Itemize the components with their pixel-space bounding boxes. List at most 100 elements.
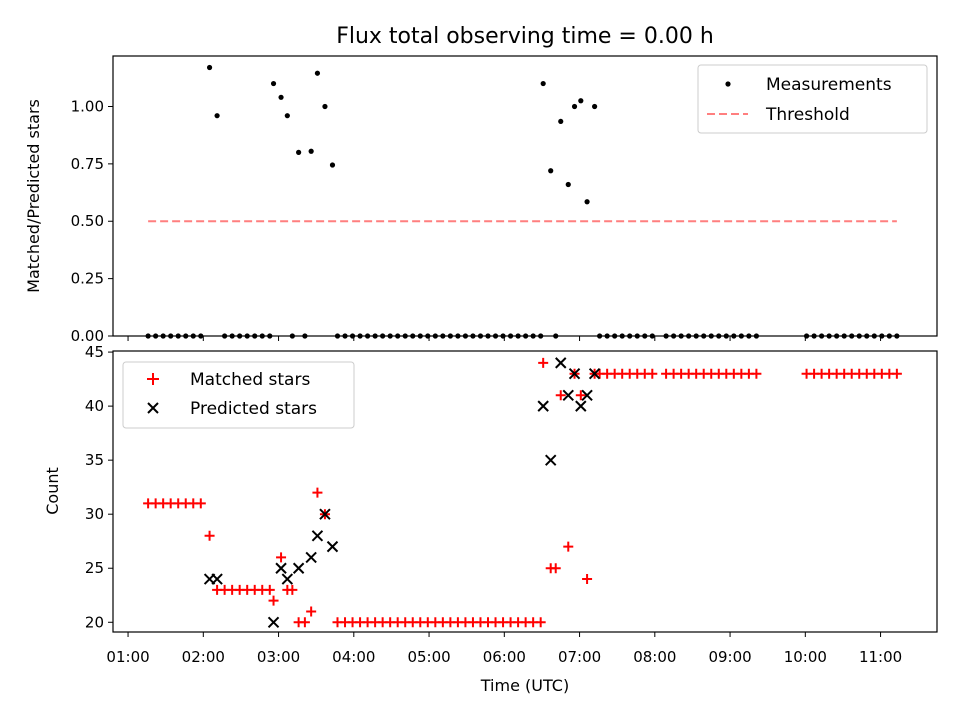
measurement-point: [571, 103, 578, 110]
measurement-point: [558, 118, 564, 125]
matched-star-point: [299, 617, 310, 628]
matched-star-point: [276, 552, 287, 563]
measurement-point: [322, 103, 328, 110]
predicted-star-point: [311, 530, 324, 542]
predicted-star-point: [537, 400, 549, 412]
count-y-tick-label: 35: [85, 451, 104, 469]
matched-star-point: [535, 617, 546, 628]
predicted-star-point: [575, 400, 587, 412]
count-x-tick-label: 02:00: [182, 648, 225, 666]
count-x-tick-label: 07:00: [558, 648, 601, 666]
count-x-tick-label: 04:00: [332, 648, 375, 666]
count-y-tick-label: 45: [85, 343, 104, 361]
legend-threshold-label: Threshold: [765, 105, 850, 125]
count-legend-frame: [122, 361, 355, 429]
legend-measurements-label: Measurements: [766, 75, 892, 95]
matched-star-point: [204, 530, 215, 541]
measurement-point: [329, 162, 336, 168]
count-plot-frame: [112, 350, 938, 633]
ratio-axes: 0.00 0.25 0.50 0.75 1.00: [71, 97, 882, 345]
measurement-point: [578, 98, 584, 104]
count-y-tick-label: 30: [85, 505, 104, 523]
predicted-star-point: [305, 551, 317, 564]
measurement-point: [206, 64, 213, 71]
count-x-tick-label: 09:00: [708, 648, 751, 666]
ratio-y-axis-label: Matched/Predicted stars: [24, 99, 43, 293]
count-y-tick-label: 40: [85, 397, 104, 415]
ratio-y-tick-label: 0.50: [71, 212, 104, 230]
measurement-point: [296, 149, 302, 155]
predicted-star-point: [211, 573, 223, 585]
ratio-y-tick-label: 0.25: [71, 270, 104, 288]
measurement-point: [278, 94, 284, 100]
matched-star-point: [751, 368, 762, 379]
predicted-star-point: [319, 508, 331, 520]
count-y-tick-label: 25: [85, 559, 104, 577]
measurement-point: [308, 148, 314, 154]
legend-matched-label: Matched stars: [190, 370, 310, 390]
predicted-star-point: [581, 389, 593, 402]
matched-star-point: [268, 595, 279, 606]
count-legend: Matched stars Predicted stars: [122, 361, 355, 429]
count-plot: 20 25 30 35 40 45 01:00 02:00 03:00 04:00 05:00 06:…: [43, 343, 938, 695]
matched-star-point: [306, 606, 317, 617]
matched-star-point: [312, 487, 323, 498]
predicted-star-point: [545, 454, 557, 466]
measurement-point: [592, 103, 598, 110]
ratio-y-tick-label: 0.00: [71, 327, 104, 345]
legend-predicted-marker: [147, 402, 159, 414]
measurement-point: [270, 80, 277, 87]
matched-star-point: [555, 390, 566, 401]
count-y-axis-label: Count: [43, 467, 62, 515]
predicted-star-point: [281, 573, 294, 585]
ratio-plot: 0.00 0.25 0.50 0.75 1.00 Matched/Predicted s…: [24, 55, 938, 345]
ratio-marks: [145, 64, 900, 339]
predicted-star-point: [562, 389, 574, 402]
matched-star-point: [582, 574, 593, 585]
predicted-star-point: [275, 562, 287, 574]
count-x-tick-label: 11:00: [859, 648, 902, 666]
measurement-point: [540, 80, 546, 87]
measurement-point: [284, 113, 290, 119]
predicted-star-point: [292, 562, 305, 574]
legend-predicted-label: Predicted stars: [190, 399, 317, 419]
count-x-tick-label: 08:00: [633, 648, 676, 666]
measurement-point: [214, 113, 220, 119]
count-x-tick-label: 06:00: [483, 648, 526, 666]
count-x-tick-label: 10:00: [784, 648, 827, 666]
matched-star-point: [264, 584, 275, 595]
ratio-legend: Measurements Threshold: [697, 64, 928, 134]
legend-measurements-marker: [725, 81, 731, 87]
ratio-y-tick-label: 1.00: [71, 97, 104, 115]
ratio-legend-frame: [697, 64, 928, 134]
predicted-star-point: [568, 367, 581, 380]
measurement-point: [584, 199, 590, 205]
count-x-tick-label: 03:00: [257, 648, 300, 666]
matched-star-point: [891, 368, 902, 379]
count-x-tick-label: 05:00: [407, 648, 450, 666]
figure-title: Flux total observing time = 0.00 h: [336, 24, 714, 49]
matched-star-point: [550, 563, 561, 574]
predicted-star-point: [588, 367, 601, 380]
predicted-star-point: [267, 616, 280, 628]
predicted-star-point: [555, 357, 567, 369]
predicted-star-point: [326, 540, 339, 553]
matched-star-point: [647, 368, 658, 379]
matched-star-point: [195, 498, 206, 509]
ratio-y-tick-label: 0.75: [71, 155, 104, 173]
x-axis-label: Time (UTC): [480, 676, 569, 695]
matched-star-point: [563, 541, 574, 552]
legend-matched-marker: [147, 373, 159, 385]
count-y-tick-label: 20: [85, 613, 104, 631]
measurement-point: [565, 181, 571, 188]
matched-star-point: [575, 390, 586, 401]
measurement-point: [548, 168, 554, 174]
ratio-plot-frame: [112, 55, 938, 337]
measurement-point: [314, 70, 321, 76]
count-axes: 20 25 30 35 40 45 01:00 02:00 03:00 04:00 05:00 06:…: [85, 343, 902, 666]
matched-star-point: [287, 584, 298, 595]
matched-star-point: [538, 357, 549, 368]
count-x-tick-label: 01:00: [106, 648, 149, 666]
count-marks: [143, 357, 902, 628]
